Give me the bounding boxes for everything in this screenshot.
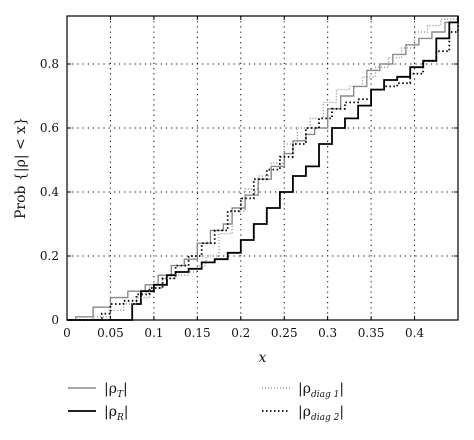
y-tick-label: 0.4 xyxy=(40,185,59,199)
series-line-2 xyxy=(67,16,459,321)
legend-label: |ρdiag 2| xyxy=(298,404,344,423)
series-layer xyxy=(67,16,459,321)
legend-item-1: |ρT| xyxy=(68,381,128,400)
x-tick-label: 0.25 xyxy=(271,326,298,340)
y-tick-label: 0.6 xyxy=(40,121,59,135)
legend-label: |ρR| xyxy=(104,404,128,423)
legend: |ρT| |ρR| |ρdiag 1| |ρdiag 2| xyxy=(68,381,344,423)
x-tick-label: 0.05 xyxy=(97,326,124,340)
y-axis-label: Prob {|ρ| < x} xyxy=(13,117,29,219)
y-tick-label: 0.8 xyxy=(40,57,59,71)
legend-item-3: |ρdiag 1| xyxy=(262,381,344,400)
x-tick-label: 0 xyxy=(63,326,71,340)
legend-item-2: |ρR| xyxy=(68,404,128,423)
legend-label: |ρdiag 1| xyxy=(298,381,344,400)
x-tick-label: 0.35 xyxy=(358,326,385,340)
legend-label: |ρT| xyxy=(104,381,128,400)
x-tick-label: 0.3 xyxy=(318,326,337,340)
y-tick-label: 0 xyxy=(51,313,59,327)
x-tick-label: 0.4 xyxy=(405,326,424,340)
grid xyxy=(67,16,458,320)
x-axis: 0 0.05 0.1 0.15 0.2 0.25 0.3 0.35 0.4 xyxy=(63,16,424,340)
series-line-3 xyxy=(67,16,459,321)
x-tick-label: 0.2 xyxy=(231,326,250,340)
plot-frame xyxy=(66,15,459,321)
legend-item-4: |ρdiag 2| xyxy=(262,404,344,423)
y-tick-label: 0.2 xyxy=(40,249,59,263)
x-axis-label: x xyxy=(259,350,267,366)
x-tick-label: 0.1 xyxy=(144,326,163,340)
x-tick-label: 0.15 xyxy=(184,326,211,340)
y-axis: 0 0.2 0.4 0.6 0.8 xyxy=(40,57,458,327)
series-line-4 xyxy=(67,16,459,321)
